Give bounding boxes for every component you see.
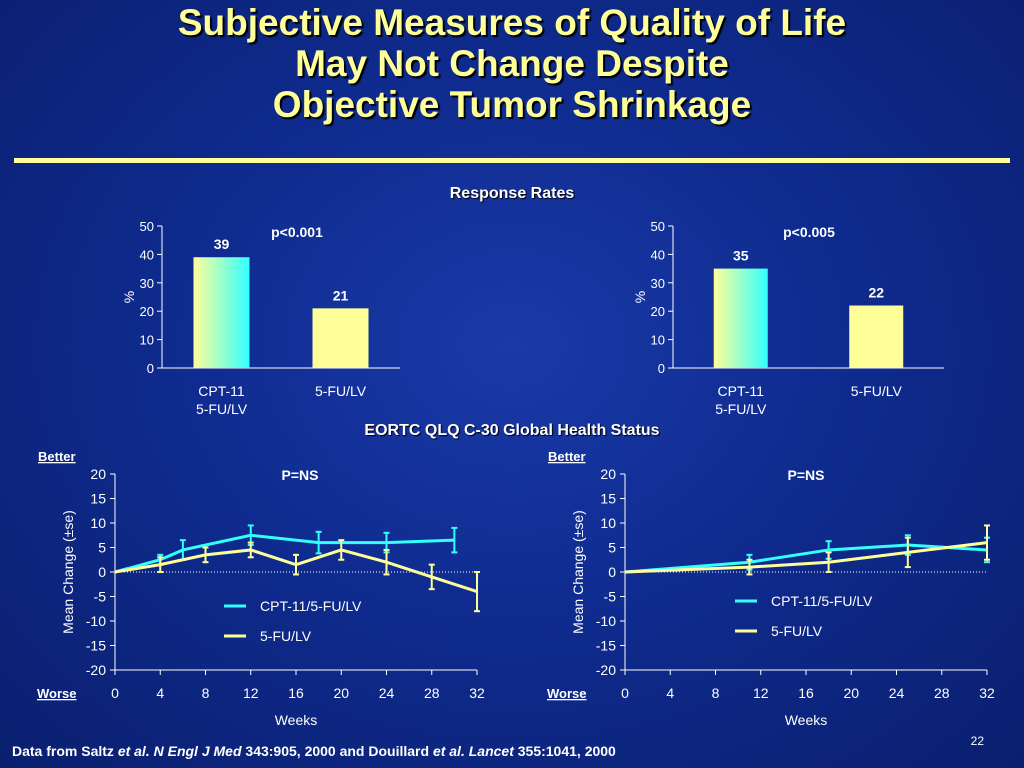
bar2-y-tick-label: 0 <box>658 361 665 376</box>
line1-legend-label: 5-FU/LV <box>260 628 312 644</box>
line2-x-tick-label: 8 <box>712 685 720 701</box>
line2-x-tick-label: 16 <box>798 685 814 701</box>
bar1-category-label: 5-FU/LV <box>315 383 367 399</box>
bar1-y-tick-label: 20 <box>140 304 154 319</box>
line1-x-tick-label: 24 <box>379 685 395 701</box>
slide-number: 22 <box>970 734 984 748</box>
line1-x-tick-label: 32 <box>469 685 485 701</box>
line1-y-tick-label: 20 <box>90 466 106 482</box>
line2-y-tick-label: -15 <box>596 638 616 654</box>
line2-better-label: Better <box>548 449 586 464</box>
line2-legend-label: 5-FU/LV <box>771 623 823 639</box>
bar1-y-tick-label: 50 <box>140 219 154 234</box>
line1-y-tick-label: -5 <box>94 589 107 605</box>
title-line-1: Subjective Measures of Quality of Life <box>177 2 847 43</box>
line2-y-tick-label: 5 <box>608 540 616 556</box>
line2-y-tick-label: -20 <box>596 662 616 678</box>
line2-x-tick-label: 24 <box>889 685 905 701</box>
line1-legend-label: CPT-11/5-FU/LV <box>260 598 362 614</box>
bar1-bar-cpt <box>193 257 250 368</box>
bar2-category-label: CPT-11 <box>718 383 765 399</box>
bar1-data-label: 21 <box>333 287 349 303</box>
line1-y-tick-label: -20 <box>86 662 106 678</box>
title-line-3: Objective Tumor Shrinkage <box>272 84 752 125</box>
bar2-y-tick-label: 50 <box>651 219 665 234</box>
line2-y-tick-label: -5 <box>604 589 617 605</box>
line1-y-tick-label: 10 <box>90 515 106 531</box>
line1-x-tick-label: 28 <box>424 685 440 701</box>
line1-x-tick-label: 8 <box>202 685 210 701</box>
bar2-bar-cpt <box>713 268 768 368</box>
bar1-y-tick-label: 10 <box>140 333 154 348</box>
footer-journal-1: et al. N Engl J Med <box>117 743 242 759</box>
line2-y-tick-label: 20 <box>600 466 616 482</box>
bar2-data-label: 35 <box>733 248 749 264</box>
footer-citation: Data from Saltz et al. N Engl J Med 343:… <box>12 743 616 759</box>
bar1-data-label: 39 <box>214 236 230 252</box>
footer-text-3: 355:1041, 2000 <box>513 743 616 759</box>
line2-worse-label: Worse <box>547 686 587 701</box>
bar2-bar-fulv <box>849 305 904 368</box>
line1-x-tick-label: 4 <box>156 685 164 701</box>
title-divider <box>14 158 1010 163</box>
bar2-y-tick-label: 20 <box>651 304 665 319</box>
bar1-category-label: 5-FU/LV <box>196 401 248 417</box>
line1-better-label: Better <box>38 449 76 464</box>
line1-x-tick-label: 12 <box>243 685 259 701</box>
bar2-category-label: 5-FU/LV <box>851 383 903 399</box>
line2-p-value: P=NS <box>788 467 825 483</box>
bar2-y-tick-label: 30 <box>651 276 665 291</box>
line2-x-tick-label: 20 <box>843 685 859 701</box>
line1-y-axis-label: Mean Change (±se) <box>60 510 76 634</box>
footer-text-1: Data from Saltz <box>12 743 118 759</box>
line1-worse-label: Worse <box>37 686 77 701</box>
line1-x-tick-label: 0 <box>111 685 119 701</box>
line1-y-tick-label: 0 <box>98 564 106 580</box>
bar2-p-value: p<0.005 <box>783 224 835 240</box>
footer-journal-2: et al. Lancet <box>432 743 514 759</box>
bar1-bar-fulv <box>312 308 369 368</box>
line2-x-tick-label: 32 <box>979 685 995 701</box>
line2-x-axis-label: Weeks <box>785 712 828 728</box>
line2-y-tick-label: 15 <box>600 491 616 507</box>
slide-title: Subjective Measures of Quality of Life M… <box>0 2 1024 125</box>
bar2-y-tick-label: 40 <box>651 247 665 262</box>
line1-y-tick-label: 5 <box>98 540 106 556</box>
line2-y-tick-label: -10 <box>596 613 616 629</box>
line2-x-tick-label: 4 <box>666 685 674 701</box>
line1-y-tick-label: 15 <box>90 491 106 507</box>
line1-y-tick-label: -10 <box>86 613 106 629</box>
bar1-y-tick-label: 40 <box>140 247 154 262</box>
line1-p-value: P=NS <box>282 467 319 483</box>
line2-x-tick-label: 28 <box>934 685 950 701</box>
line2-y-axis-label: Mean Change (±se) <box>570 510 586 634</box>
footer-text-2: 343:905, 2000 and Douillard <box>241 743 433 759</box>
bar2-y-axis-label: % <box>632 291 648 303</box>
bar2-category-label: 5-FU/LV <box>715 401 767 417</box>
response-rates-title: Response Rates <box>449 185 575 202</box>
line1-x-axis-label: Weeks <box>275 712 318 728</box>
line1-x-tick-label: 20 <box>333 685 349 701</box>
line2-x-tick-label: 12 <box>753 685 769 701</box>
bar1-category-label: CPT-11 <box>198 383 245 399</box>
title-line-2: May Not Change Despite <box>295 43 729 84</box>
line1-x-tick-label: 16 <box>288 685 304 701</box>
bar2-y-tick-label: 10 <box>651 333 665 348</box>
line2-y-tick-label: 0 <box>608 564 616 580</box>
qol-title: EORTC QLQ C-30 Global Health Status <box>364 422 660 439</box>
bar1-y-tick-label: 0 <box>147 361 154 376</box>
bar2-data-label: 22 <box>868 285 884 301</box>
bar1-p-value: p<0.001 <box>271 224 323 240</box>
line1-y-tick-label: -15 <box>86 638 106 654</box>
line2-x-tick-label: 0 <box>621 685 629 701</box>
bar1-y-tick-label: 30 <box>140 276 154 291</box>
bar1-y-axis-label: % <box>121 291 137 303</box>
line2-y-tick-label: 10 <box>600 515 616 531</box>
line2-legend-label: CPT-11/5-FU/LV <box>771 593 873 609</box>
